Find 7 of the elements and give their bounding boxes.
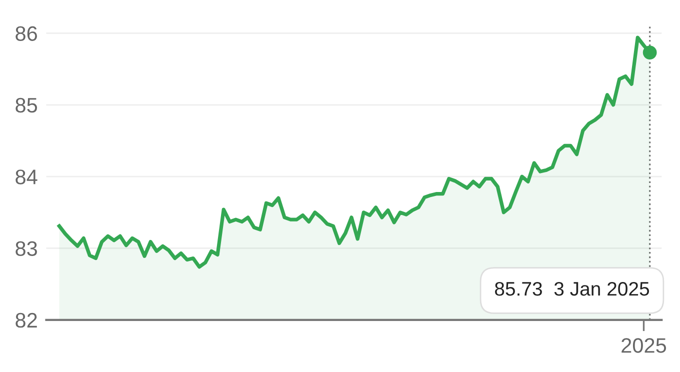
y-tick-label: 86 xyxy=(16,26,37,41)
annotation: 85.73 3 Jan 2025 xyxy=(495,282,650,296)
y-tick-label: 84 xyxy=(16,170,38,184)
y-tick-label: 82 xyxy=(16,312,37,328)
text: 2025 xyxy=(622,338,666,353)
y-tick-label: 85 xyxy=(16,98,38,113)
y-tick-label: 83 xyxy=(16,241,37,256)
